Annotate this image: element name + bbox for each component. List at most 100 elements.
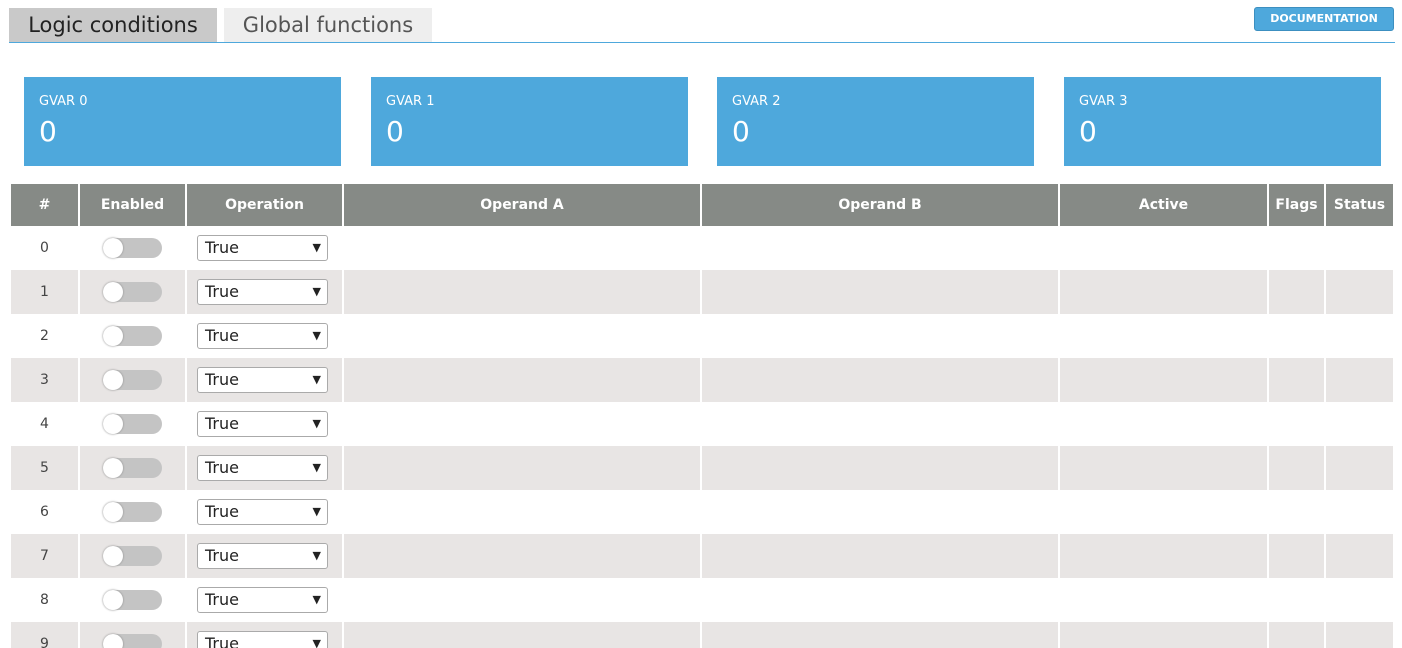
empty-cell <box>1269 270 1324 314</box>
empty-cell <box>702 490 1058 534</box>
enabled-toggle[interactable] <box>103 370 162 390</box>
enabled-toggle[interactable] <box>103 326 162 346</box>
empty-cell <box>1269 534 1324 578</box>
gvar-value: 0 <box>1079 115 1097 148</box>
operation-select[interactable]: True ▼ <box>197 411 328 437</box>
table-row: 5 True ▼ <box>11 446 1393 490</box>
toggle-knob <box>103 502 123 522</box>
select-arrow: ▼ <box>312 417 321 430</box>
empty-cell <box>1326 402 1393 446</box>
gvar-value: 0 <box>386 115 404 148</box>
table-row: 9 True ▼ <box>11 622 1393 648</box>
row-index: 4 <box>40 416 49 432</box>
operation-select[interactable]: True ▼ <box>197 631 328 648</box>
empty-cell <box>344 358 700 402</box>
empty-cell <box>702 446 1058 490</box>
toggle-knob <box>103 370 123 390</box>
tab[interactable]: Logic conditions <box>9 8 217 42</box>
operation-select[interactable]: True ▼ <box>197 455 328 481</box>
enabled-cell <box>80 578 185 622</box>
empty-cell <box>1269 490 1324 534</box>
empty-cell <box>1269 402 1324 446</box>
operation-cell: True ▼ <box>187 226 342 270</box>
empty-cell <box>1060 358 1267 402</box>
empty-cell <box>1060 270 1267 314</box>
operation-select[interactable]: True ▼ <box>197 499 328 525</box>
column-header: Enabled <box>80 184 185 226</box>
table-row: 3 True ▼ <box>11 358 1393 402</box>
table-row: 7 True ▼ <box>11 534 1393 578</box>
table-row: 8 True ▼ <box>11 578 1393 622</box>
empty-cell <box>344 402 700 446</box>
enabled-toggle[interactable] <box>103 414 162 434</box>
empty-cell <box>1060 534 1267 578</box>
operation-cell: True ▼ <box>187 402 342 446</box>
empty-cell <box>1326 314 1393 358</box>
operation-cell: True ▼ <box>187 490 342 534</box>
enabled-toggle[interactable] <box>103 458 162 478</box>
row-index: 2 <box>40 328 49 344</box>
toggle-knob <box>103 238 123 258</box>
operation-cell: True ▼ <box>187 578 342 622</box>
table-row: 4 True ▼ <box>11 402 1393 446</box>
empty-cell <box>344 578 700 622</box>
empty-cell <box>702 578 1058 622</box>
enabled-toggle[interactable] <box>103 546 162 566</box>
empty-cell <box>1060 578 1267 622</box>
operation-value: True <box>205 282 239 301</box>
operation-value: True <box>205 502 239 521</box>
gvar-value: 0 <box>39 115 57 148</box>
select-arrow: ▼ <box>312 373 321 386</box>
empty-cell <box>702 358 1058 402</box>
enabled-cell <box>80 622 185 648</box>
enabled-cell <box>80 314 185 358</box>
empty-cell <box>1060 226 1267 270</box>
operation-cell: True ▼ <box>187 622 342 648</box>
gvar-label: GVAR 3 <box>1079 94 1128 109</box>
table-row: 1 True ▼ <box>11 270 1393 314</box>
operation-cell: True ▼ <box>187 358 342 402</box>
header-row: # Enabled Operation Operand A Operand B Activ… <box>11 184 1393 226</box>
operation-select[interactable]: True ▼ <box>197 323 328 349</box>
empty-cell <box>702 270 1058 314</box>
column-header: Flags <box>1269 184 1324 226</box>
empty-cell <box>344 446 700 490</box>
empty-cell <box>702 402 1058 446</box>
gvar-label: GVAR 1 <box>386 94 435 109</box>
empty-cell <box>1060 314 1267 358</box>
row-index: 1 <box>11 270 78 314</box>
row-index: 8 <box>40 592 49 608</box>
operation-select[interactable]: True ▼ <box>197 543 328 569</box>
row-index: 7 <box>11 534 78 578</box>
empty-cell <box>1269 226 1324 270</box>
enabled-toggle[interactable] <box>103 634 162 648</box>
documentation-button[interactable]: DOCUMENTATION <box>1254 7 1394 31</box>
enabled-toggle[interactable] <box>103 238 162 258</box>
empty-cell <box>1326 578 1393 622</box>
enabled-cell <box>80 358 185 402</box>
empty-cell <box>1060 622 1267 648</box>
column-header: Active <box>1060 184 1267 226</box>
empty-cell <box>1326 534 1393 578</box>
table-row: 2 True ▼ <box>11 314 1393 358</box>
operation-select[interactable]: True ▼ <box>197 235 328 261</box>
empty-cell <box>1060 490 1267 534</box>
gvar-card: GVAR 0 0 <box>24 77 341 166</box>
gvar-value: 0 <box>732 115 750 148</box>
column-header: Status <box>1326 184 1393 226</box>
row-index: 9 <box>11 622 78 648</box>
empty-cell <box>1326 270 1393 314</box>
row-index: 6 <box>40 504 49 520</box>
operation-value: True <box>205 326 239 345</box>
empty-cell <box>1326 490 1393 534</box>
enabled-toggle[interactable] <box>103 282 162 302</box>
enabled-toggle[interactable] <box>103 590 162 610</box>
tab[interactable]: Global functions <box>224 8 432 42</box>
select-arrow: ▼ <box>312 329 321 342</box>
toggle-knob <box>103 414 123 434</box>
operation-select[interactable]: True ▼ <box>197 279 328 305</box>
enabled-toggle[interactable] <box>103 502 162 522</box>
operation-select[interactable]: True ▼ <box>197 587 328 613</box>
operation-select[interactable]: True ▼ <box>197 367 328 393</box>
operation-value: True <box>205 458 239 477</box>
